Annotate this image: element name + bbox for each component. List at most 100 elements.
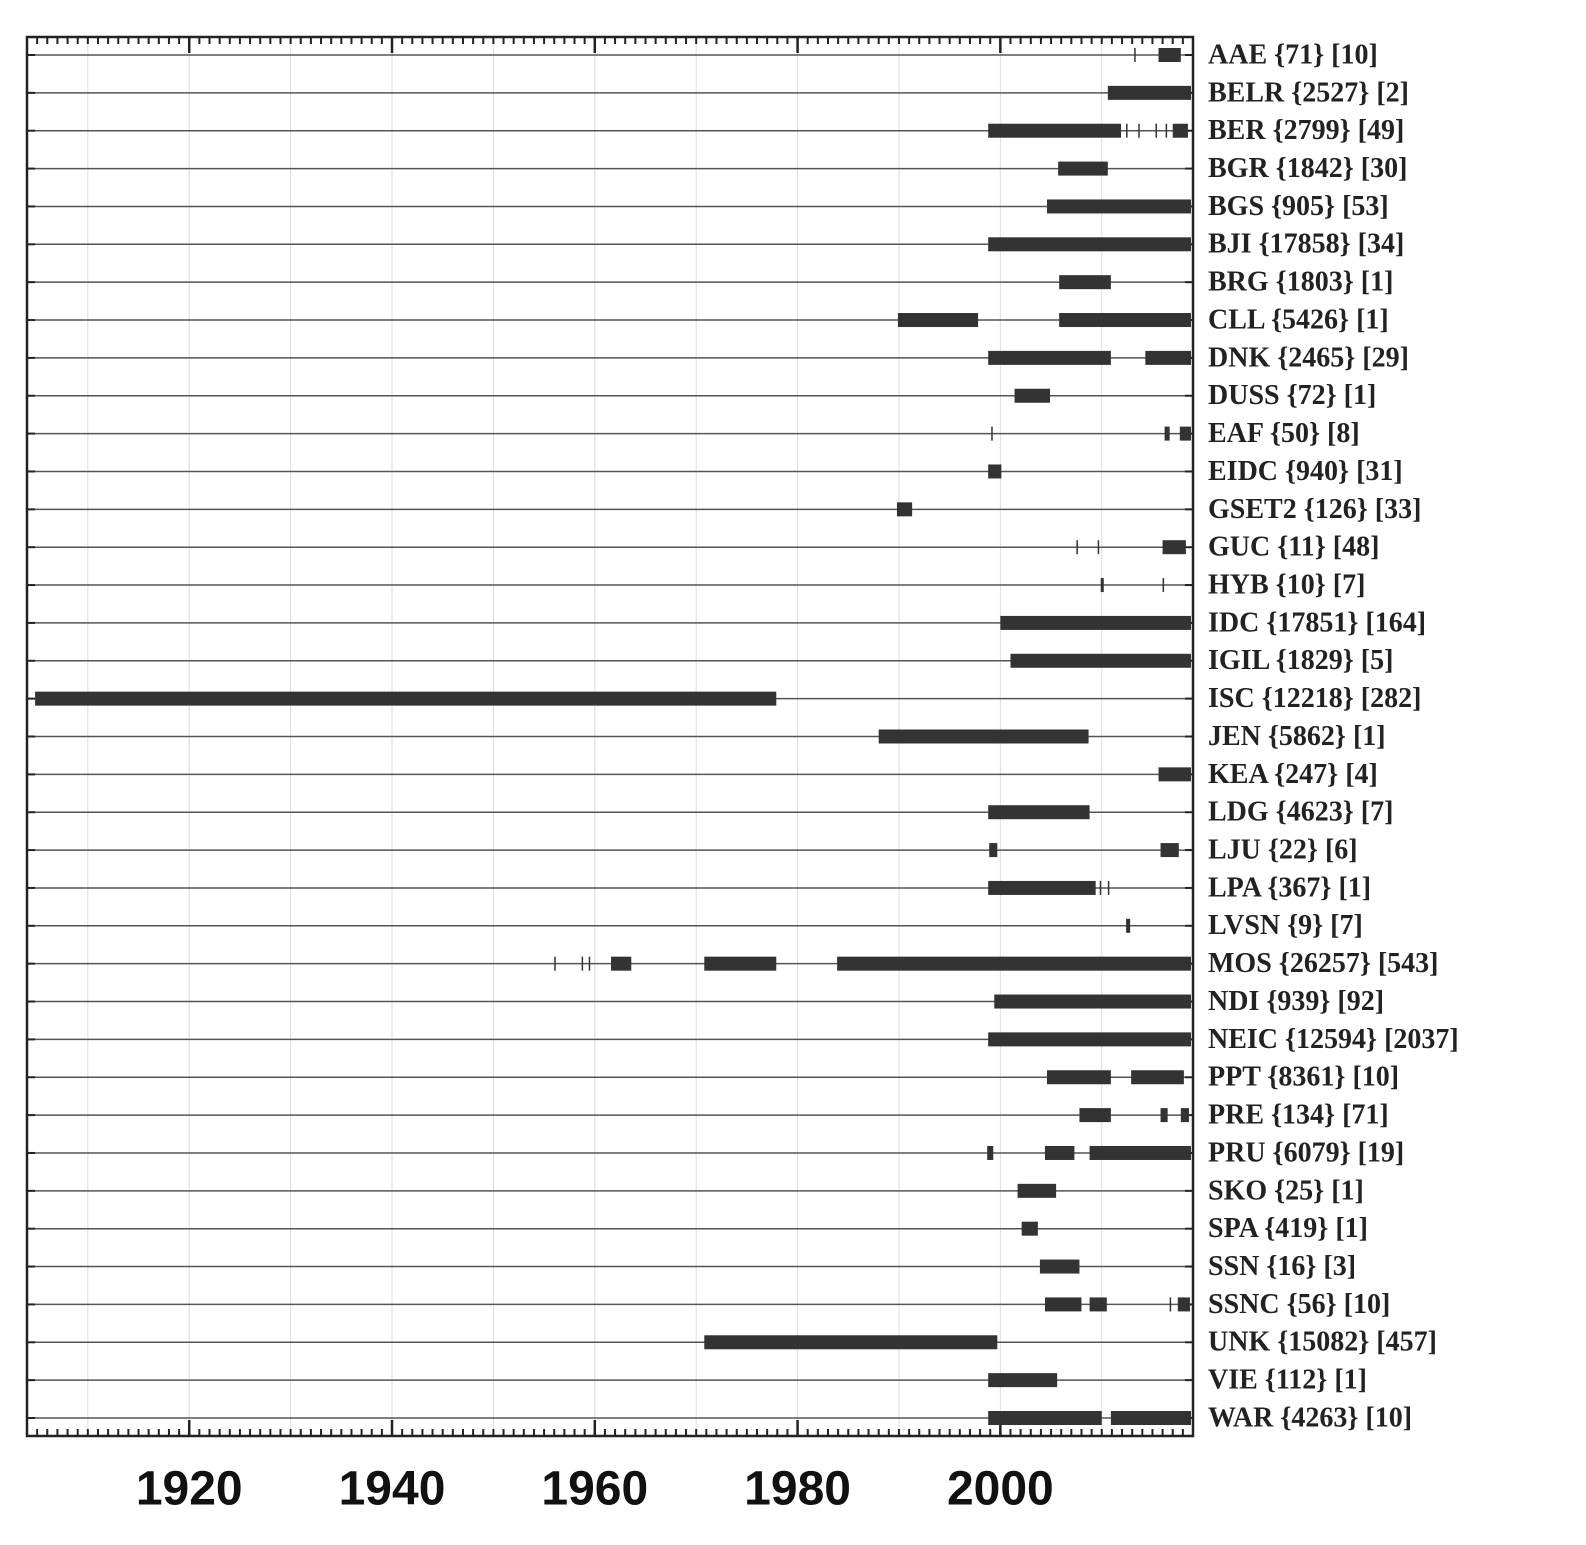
segment xyxy=(1107,880,1110,895)
segment xyxy=(1155,123,1157,138)
x-tick-label: 1940 xyxy=(339,1463,446,1516)
row-label: GSET2 {126} [33] xyxy=(1208,494,1421,525)
row-label: KEA {247} [4] xyxy=(1208,759,1378,790)
segment xyxy=(988,464,1002,479)
segment xyxy=(35,691,777,706)
segment xyxy=(588,956,591,971)
segment xyxy=(1160,843,1179,858)
x-tick-label: 1980 xyxy=(744,1463,851,1516)
segment xyxy=(1021,1221,1038,1236)
row-label: CLL {5426} [1] xyxy=(1208,304,1389,335)
segment xyxy=(878,729,1089,744)
segment xyxy=(987,1145,994,1160)
row-label: NEIC {12594} [2037] xyxy=(1208,1024,1459,1055)
row-label: EAF {50} [8] xyxy=(1208,418,1360,449)
segment xyxy=(1079,1108,1111,1123)
row-label: IDC {17851} [164] xyxy=(1208,607,1426,638)
row-label: LVSN {9} [7] xyxy=(1208,910,1363,941)
row-label: SSNC {56} [10] xyxy=(1208,1289,1390,1320)
segment xyxy=(897,313,979,328)
row-label: BGS {905} [53] xyxy=(1208,191,1389,222)
row-label: HYB {10} [7] xyxy=(1208,569,1365,600)
segment xyxy=(1099,880,1102,895)
row-label: MOS {26257} [543] xyxy=(1208,948,1439,979)
segment xyxy=(1046,1070,1111,1085)
row-label: JEN {5862} [1] xyxy=(1208,721,1386,752)
segment xyxy=(1010,653,1191,668)
row-label: SKO {25} [1] xyxy=(1208,1175,1364,1206)
segment xyxy=(1039,1259,1080,1274)
segment xyxy=(988,1032,1191,1047)
row-label: PRU {6079} [19] xyxy=(1208,1137,1404,1168)
segment xyxy=(1179,426,1191,441)
x-tick-label: 1920 xyxy=(136,1463,243,1516)
segment xyxy=(991,426,993,441)
segment xyxy=(1165,123,1168,138)
segment xyxy=(704,1335,998,1350)
row-label: VIE {112} [1] xyxy=(1208,1365,1367,1396)
row-label: LPA {367} [1] xyxy=(1208,872,1371,903)
segment xyxy=(1107,85,1191,100)
segment xyxy=(1044,1297,1082,1312)
segment xyxy=(1126,918,1131,933)
row-label: GUC {11} [48] xyxy=(1208,532,1379,563)
segment xyxy=(704,956,777,971)
segment xyxy=(1158,767,1191,782)
segment xyxy=(1100,578,1104,593)
row-label: AAE {71} [10] xyxy=(1208,39,1378,70)
row-label: DNK {2465} [29] xyxy=(1208,342,1409,373)
row-label: LDG {4623} [7] xyxy=(1208,797,1393,828)
row-label: SSN {16} [3] xyxy=(1208,1251,1356,1282)
segment xyxy=(988,350,1111,365)
segment xyxy=(1058,161,1108,176)
x-tick-label: 1960 xyxy=(541,1463,648,1516)
plot-frame xyxy=(25,35,1195,1438)
segment xyxy=(1169,1297,1172,1312)
segment xyxy=(1158,48,1181,62)
segment xyxy=(1177,1297,1190,1312)
segment xyxy=(1097,540,1100,555)
segment xyxy=(1044,1145,1075,1160)
segment xyxy=(611,956,632,971)
segment xyxy=(988,1373,1058,1388)
segment xyxy=(581,956,584,971)
segment xyxy=(1145,350,1191,365)
segment xyxy=(988,880,1096,895)
x-tick-label: 2000 xyxy=(947,1463,1054,1516)
row-label: LJU {22} [6] xyxy=(1208,835,1358,866)
segment xyxy=(1017,1183,1057,1198)
segment xyxy=(1164,426,1170,441)
row-label: BJI {17858} [34] xyxy=(1208,229,1404,260)
row-label: NDI {939} [92] xyxy=(1208,986,1384,1017)
segment xyxy=(1014,388,1051,403)
segment xyxy=(1162,540,1186,555)
row-label: ISC {12218} [282] xyxy=(1208,683,1421,714)
row-label: UNK {15082} [457] xyxy=(1208,1327,1437,1358)
row-label: PRE {134} [71] xyxy=(1208,1100,1389,1131)
segment xyxy=(989,843,998,858)
segment xyxy=(1160,1108,1168,1123)
segment xyxy=(988,123,1122,138)
segment xyxy=(1180,1108,1189,1123)
segment xyxy=(1138,123,1140,138)
segment xyxy=(554,956,556,971)
segment xyxy=(994,994,1191,1009)
row-label: PPT {8361} [10] xyxy=(1208,1062,1399,1093)
segment xyxy=(1059,275,1111,290)
row-label: WAR {4263} [10] xyxy=(1208,1402,1412,1433)
segment xyxy=(1131,1070,1184,1085)
row-label: IGIL {1829} [5] xyxy=(1208,645,1393,676)
segment xyxy=(837,956,1191,971)
segment xyxy=(1162,578,1165,593)
row-label: BELR {2527} [2] xyxy=(1208,77,1409,108)
segment xyxy=(1134,48,1136,62)
segment xyxy=(1000,615,1191,630)
segment xyxy=(988,237,1191,252)
segment xyxy=(1089,1297,1107,1312)
segment xyxy=(1076,540,1078,555)
segment xyxy=(1172,123,1188,138)
row-label: BER {2799} [49] xyxy=(1208,115,1404,146)
segment xyxy=(1059,313,1191,328)
row-label: EIDC {940} [31] xyxy=(1208,456,1403,487)
